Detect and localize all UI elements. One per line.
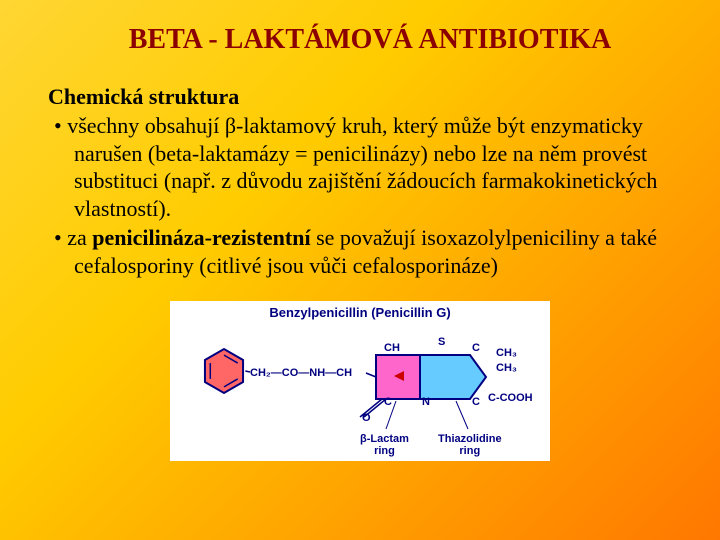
svg-text:C: C bbox=[472, 396, 480, 408]
svg-text:CH₃: CH₃ bbox=[496, 362, 517, 374]
diagram-title: Benzylpenicillin (Penicillin G) bbox=[170, 305, 550, 320]
svg-text:C: C bbox=[384, 396, 392, 408]
svg-text:O: O bbox=[362, 412, 371, 424]
bullet-list: všechny obsahují β-laktamový kruh, který… bbox=[48, 112, 672, 279]
subtitle: Chemická struktura bbox=[48, 84, 672, 110]
svg-text:CH₃: CH₃ bbox=[496, 347, 517, 359]
slide-title: BETA - LAKTÁMOVÁ ANTIBIOTIKA bbox=[88, 24, 652, 56]
svg-text:S: S bbox=[438, 336, 445, 348]
svg-text:CH: CH bbox=[384, 342, 400, 354]
svg-text:N: N bbox=[422, 396, 430, 408]
bullet-item: všechny obsahují β-laktamový kruh, který… bbox=[48, 112, 672, 222]
svg-text:CH₂—CO—NH—CH: CH₂—CO—NH—CH bbox=[250, 367, 352, 379]
thiazolidine-ring-label: Thiazolidinering bbox=[438, 433, 502, 457]
chemical-diagram: Benzylpenicillin (Penicillin G) CH₂—CO—N… bbox=[170, 301, 550, 461]
svg-text:C-COOH: C-COOH bbox=[488, 392, 533, 404]
svg-text:C: C bbox=[472, 342, 480, 354]
lactam-ring-label: β-Lactamring bbox=[360, 433, 409, 457]
diagram-container: Benzylpenicillin (Penicillin G) CH₂—CO—N… bbox=[48, 301, 672, 461]
bullet-item: za penicilináza-rezistentní se považují … bbox=[48, 224, 672, 279]
